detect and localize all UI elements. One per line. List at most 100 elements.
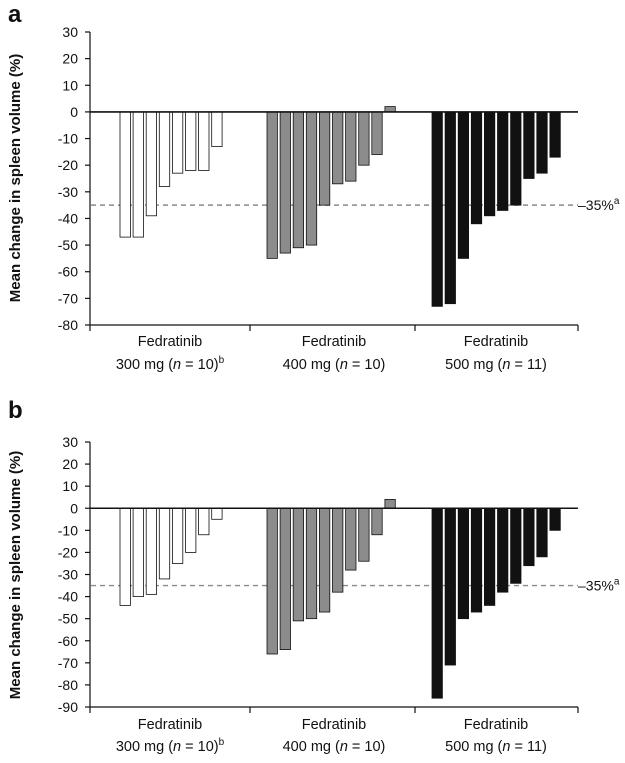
bar (158, 507, 171, 580)
y-tick-label: -20 (58, 157, 78, 173)
y-tick-label: -10 (58, 131, 78, 147)
group-label-n: n (340, 739, 348, 755)
group-label-name: Fedratinib (138, 717, 202, 733)
group-label-dose: 300 mg (n = 10)b (116, 355, 225, 373)
bar (497, 507, 509, 593)
y-tick-label: -70 (58, 655, 78, 671)
bar (145, 111, 157, 217)
bar (549, 507, 561, 531)
bar (345, 111, 357, 182)
bar (358, 111, 370, 166)
group-label-dose: 500 mg (n = 11) (445, 357, 547, 373)
y-tick-label: -70 (58, 290, 78, 306)
panel-label: a (8, 1, 22, 28)
bar (549, 111, 561, 158)
bar (318, 507, 331, 613)
panel-label: b (8, 397, 23, 424)
bar (457, 111, 470, 259)
bar (145, 507, 157, 595)
group-label-name: Fedratinib (302, 334, 366, 350)
reference-line-label: –35%a (578, 577, 620, 594)
bar (536, 111, 548, 174)
bar (457, 507, 470, 620)
group-label-sup: b (219, 355, 225, 366)
bar (266, 111, 278, 259)
y-axis-title: Mean change in spleen volume (%) (7, 54, 24, 302)
bar (185, 111, 197, 171)
y-tick-label: -80 (58, 317, 78, 333)
bar (279, 507, 291, 650)
group-label-n: n (173, 739, 181, 755)
y-tick-label: 30 (62, 24, 78, 40)
bar (431, 507, 443, 699)
bar (470, 111, 483, 225)
bar (371, 111, 383, 155)
bar (384, 499, 396, 509)
bar (523, 111, 535, 179)
bar (171, 507, 184, 564)
reference-line-label: –35%a (578, 196, 620, 213)
group-label-dose: 300 mg (n = 10)b (116, 737, 225, 755)
group-label-name: Fedratinib (302, 717, 366, 733)
group-label-dose: 400 mg (n = 10) (283, 739, 386, 755)
group-label-name: Fedratinib (464, 334, 528, 350)
bar (536, 507, 548, 558)
y-tick-label: -30 (58, 184, 78, 200)
y-tick-label: -90 (58, 699, 78, 715)
bar (158, 111, 171, 187)
y-tick-label: -20 (58, 544, 78, 560)
group-label-n: n (173, 357, 181, 373)
bar (510, 507, 522, 584)
y-axis-title: Mean change in spleen volume (%) (7, 451, 24, 699)
bar (198, 507, 210, 536)
bar (444, 111, 456, 305)
bar (305, 111, 318, 246)
bar (305, 507, 318, 620)
group-label-n: n (502, 739, 510, 755)
bar (292, 507, 305, 622)
bar (266, 507, 278, 655)
bar (132, 507, 144, 597)
bar (358, 507, 370, 562)
y-tick-label: 20 (62, 51, 78, 67)
bar (431, 111, 443, 307)
y-tick-label: -30 (58, 567, 78, 583)
bar (211, 111, 223, 147)
group-label-n: n (340, 357, 348, 373)
bar (510, 111, 522, 206)
bar (470, 507, 483, 613)
bar (371, 507, 383, 536)
y-tick-label: -10 (58, 522, 78, 538)
bar (211, 507, 223, 520)
bar (483, 111, 496, 217)
group-label-dose: 500 mg (n = 11) (445, 739, 547, 755)
y-tick-label: 0 (70, 500, 78, 516)
reference-line-label-sup: a (614, 196, 620, 207)
y-tick-label: -50 (58, 237, 78, 253)
bar (119, 111, 131, 238)
y-tick-label: 0 (70, 104, 78, 120)
reference-line-label-sup: a (614, 577, 620, 588)
bar (171, 111, 184, 174)
bar (345, 507, 357, 571)
y-tick-label: -40 (58, 210, 78, 226)
y-tick-label: 10 (62, 478, 78, 494)
bar (444, 507, 456, 666)
y-tick-label: -40 (58, 589, 78, 605)
group-label-name: Fedratinib (464, 717, 528, 733)
bar (332, 111, 344, 185)
group-label-n: n (502, 357, 510, 373)
group-label-sup: b (219, 737, 225, 748)
bar (292, 111, 305, 249)
bar (119, 507, 131, 606)
bar (483, 507, 496, 606)
y-tick-label: -60 (58, 264, 78, 280)
y-tick-label: 20 (62, 456, 78, 472)
bar (497, 111, 509, 211)
group-label-dose: 400 mg (n = 10) (283, 357, 386, 373)
y-tick-label: -60 (58, 633, 78, 649)
y-tick-label: 30 (62, 434, 78, 450)
bar (318, 111, 331, 206)
y-tick-label: -50 (58, 611, 78, 627)
